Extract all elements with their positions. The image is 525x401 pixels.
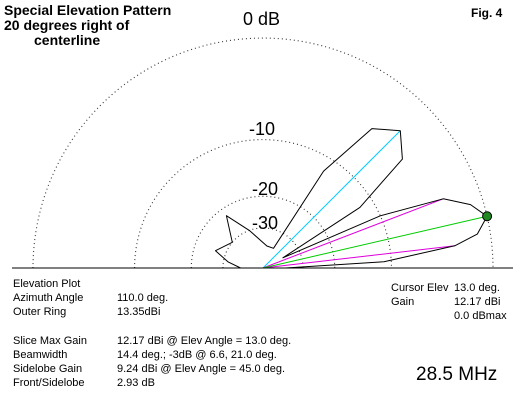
outer-ring-value: 13.35dBi [117, 306, 161, 318]
cursor-gain-label: Gain [391, 296, 415, 308]
azimuth-value: 110.0 deg. [117, 292, 169, 304]
beamwidth-line-upper [262, 198, 444, 269]
slice-max-label: Slice Max Gain [13, 335, 87, 347]
front-sidelobe-value: 2.93 dB [117, 377, 155, 389]
grid-ring-2 [190, 195, 336, 269]
cursor-dbmax-value: 0.0 dBmax [454, 310, 507, 322]
outer-ring-label: Outer Ring [13, 306, 67, 318]
cursor-gain-value: 12.17 dBi [454, 296, 501, 308]
frequency-label: 28.5 MHz [416, 364, 498, 385]
front-sidelobe-label: Front/Sidelobe [13, 377, 85, 389]
chart-title: Special Elevation Pattern 20 degrees rig… [4, 3, 171, 48]
title-line-2: 20 degrees right of [4, 17, 130, 33]
grid-ring-1 [134, 139, 392, 269]
title-line-3: centerline [34, 32, 101, 48]
pattern-layer [215, 128, 493, 269]
figure-label: Fig. 4 [471, 6, 503, 20]
beamwidth-line-lower [262, 245, 455, 269]
plot-type-label: Elevation Plot [13, 278, 81, 290]
cursor-elev-label: Cursor Elev [391, 282, 449, 294]
ring-label-minus10: -10 [249, 119, 276, 139]
lines-layer [262, 130, 488, 269]
ring-label-0db: 0 dB [243, 9, 281, 29]
cursor-elev-value: 13.0 deg. [454, 282, 500, 294]
sidelobe-line [262, 130, 401, 269]
azimuth-label: Azimuth Angle [13, 292, 84, 304]
pattern-curve [215, 128, 488, 269]
sidelobe-label: Sidelobe Gain [13, 363, 83, 375]
ring-label-minus30: -30 [252, 213, 279, 233]
cursor-marker [482, 211, 493, 222]
beamwidth-value: 14.4 deg.; -3dB @ 6.6, 21.0 deg. [117, 349, 277, 361]
slice-max-value: 12.17 dBi @ Elev Angle = 13.0 deg. [117, 335, 292, 347]
beamwidth-label: Beamwidth [13, 349, 68, 361]
cursor-line [262, 215, 488, 269]
ring-label-minus20: -20 [252, 179, 279, 199]
title-line-1: Special Elevation Pattern [4, 2, 172, 18]
grid-ring-0 [32, 37, 494, 269]
sidelobe-value: 9.24 dBi @ Elev Angle = 45.0 deg. [117, 363, 286, 375]
